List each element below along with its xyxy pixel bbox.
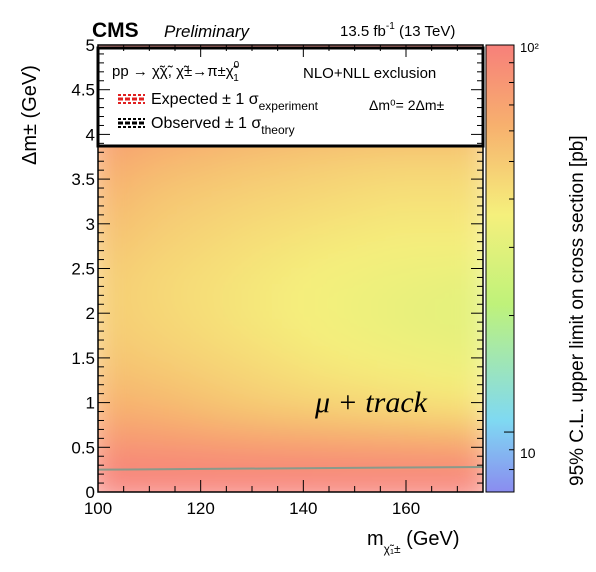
x-axis: 100 120 140 160 xyxy=(84,45,484,518)
observed-legend-entry: Observed ± 1 σtheory xyxy=(118,115,295,137)
y-tick-label: 0.5 xyxy=(71,438,95,457)
color-bar: 10² 10 95% C.L. upper limit on cross sec… xyxy=(485,40,588,493)
y-tick-label: 2 xyxy=(86,304,95,323)
x-tick-label: 140 xyxy=(289,499,317,518)
channel-annotation: μ + track xyxy=(314,386,428,419)
legend-process: pp → χ̃χ̃, χ̃±→π±χ̃0 1 xyxy=(112,60,240,84)
y-tick-label: 3.5 xyxy=(71,170,95,189)
z-axis-title: 95% C.L. upper limit on cross section [p… xyxy=(567,135,588,486)
z-tick-10: 10 xyxy=(520,445,536,461)
y-tick-label: 1 xyxy=(86,394,95,413)
y-tick-label: 5 xyxy=(86,36,95,55)
y-tick-label: 0 xyxy=(86,483,95,502)
expected-legend-entry: Expected ± 1 σexperiment xyxy=(118,91,319,113)
y-tick-label: 4 xyxy=(86,125,95,144)
legend-exclusion: NLO+NLL exclusion xyxy=(303,65,436,82)
y-axis: 0 0.5 1 1.5 2 2.5 3 3.5 4 4.5 5 xyxy=(71,36,483,502)
svg-text:Expected ± 1 σexperiment: Expected ± 1 σexperiment xyxy=(151,91,319,113)
x-tick-label: 120 xyxy=(186,499,214,518)
observed-limit-line xyxy=(97,465,484,471)
lumi-label: 13.5 fb-1 (13 TeV) xyxy=(340,21,455,40)
x-tick-label: 160 xyxy=(392,499,420,518)
svg-text:Observed ± 1 σtheory: Observed ± 1 σtheory xyxy=(151,115,295,137)
limit-heatmap xyxy=(98,45,483,492)
legend: pp → χ̃χ̃, χ̃±→π±χ̃0 1 NLO+NLL exclusion … xyxy=(96,46,485,148)
x-tick-label: 100 xyxy=(84,499,112,518)
y-tick-label: 3 xyxy=(86,215,95,234)
y-axis-title: Δm± (GeV) xyxy=(19,65,41,165)
x-axis-title: mχ̃₁± (GeV) xyxy=(367,528,460,556)
y-tick-label: 2.5 xyxy=(71,260,95,279)
y-tick-label: 4.5 xyxy=(71,81,95,100)
y-tick-label: 1.5 xyxy=(71,349,95,368)
legend-relation: Δm⁰= 2Δm± xyxy=(369,97,444,113)
z-tick-100: 10² xyxy=(520,40,539,55)
preliminary-label: Preliminary xyxy=(164,22,251,41)
cms-label: CMS xyxy=(92,19,139,42)
